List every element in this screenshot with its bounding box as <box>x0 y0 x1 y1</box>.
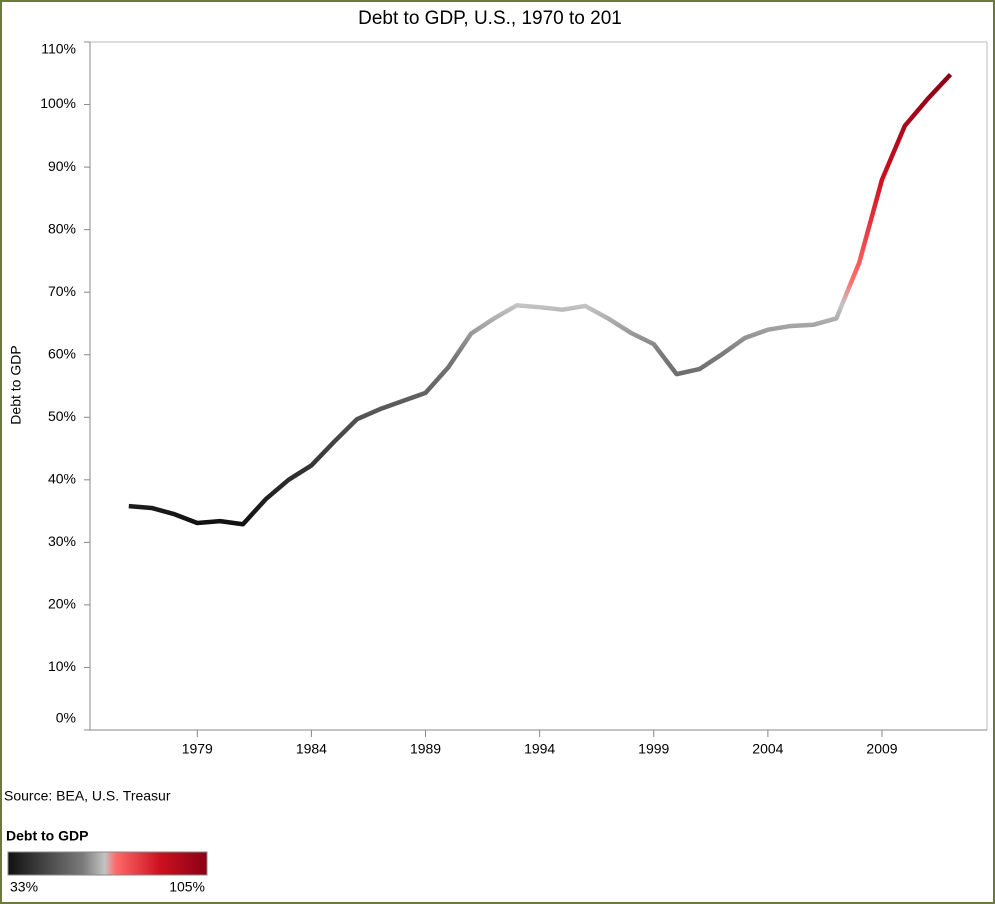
x-tick-label: 1979 <box>182 741 213 757</box>
y-tick-label: 60% <box>48 345 76 361</box>
x-tick-label: 1999 <box>638 741 669 757</box>
y-axis-label: Debt to GDP <box>8 345 24 424</box>
x-tick-label: 2004 <box>752 741 783 757</box>
x-tick-label: 1989 <box>410 741 441 757</box>
y-tick-label: 90% <box>48 158 76 174</box>
colorbar <box>7 851 208 876</box>
y-tick-label: 20% <box>48 596 76 612</box>
y-tick-label: 30% <box>48 533 76 549</box>
y-tick-label: 100% <box>40 95 76 111</box>
colorbar-title: Debt to GDP <box>6 828 88 844</box>
y-tick-label: 50% <box>48 408 76 424</box>
y-tick-label: 0% <box>56 710 76 726</box>
x-tick-label: 1984 <box>296 741 327 757</box>
line <box>128 72 953 527</box>
x-tick-label: 1994 <box>524 741 555 757</box>
colorbar-label: 105% <box>169 879 205 895</box>
source: Source: BEA, U.S. Treasur <box>4 788 171 804</box>
y-tick-label: 10% <box>48 658 76 674</box>
y-tick-label: 70% <box>48 283 76 299</box>
x-tick-label: 2009 <box>866 741 897 757</box>
colorbar-label: 33% <box>10 879 38 895</box>
y-tick-label: 80% <box>48 220 76 236</box>
y-tick-label: 40% <box>48 471 76 487</box>
y-tick-label: 110% <box>41 41 76 57</box>
chart-title: Debt to GDP, U.S., 1970 to 201 <box>358 8 622 29</box>
